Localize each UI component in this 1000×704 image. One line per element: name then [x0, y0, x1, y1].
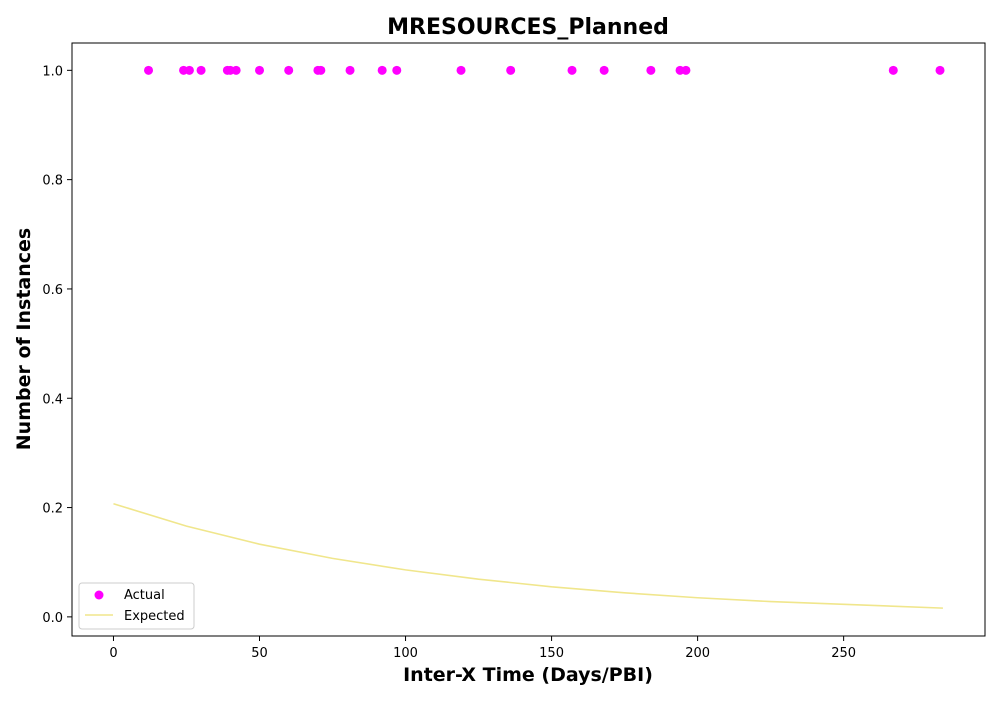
actual-point	[567, 65, 577, 75]
x-tick-label: 250	[831, 646, 856, 661]
x-tick-label: 0	[109, 646, 117, 661]
actual-point	[456, 65, 466, 75]
actual-point	[284, 65, 294, 75]
legend-marker-actual	[94, 590, 104, 600]
actual-point	[681, 65, 691, 75]
actual-point	[231, 65, 241, 75]
x-tick-label: 150	[539, 646, 564, 661]
chart-title: MRESOURCES_Planned	[387, 15, 669, 40]
legend-box	[78, 582, 195, 630]
actual-point	[144, 65, 154, 75]
plot-frame	[71, 42, 986, 637]
x-tick-label: 200	[685, 646, 710, 661]
y-axis-label: Number of Instances	[13, 228, 35, 450]
x-tick-label: 50	[251, 646, 268, 661]
actual-point	[599, 65, 609, 75]
y-tick-label: 0.2	[42, 502, 63, 517]
x-tick-label: 100	[393, 646, 418, 661]
legend-label-actual: Actual	[124, 588, 165, 603]
y-tick-label: 0.4	[42, 392, 63, 407]
actual-point	[506, 65, 516, 75]
actual-point	[255, 65, 265, 75]
actual-point	[345, 65, 355, 75]
plot-area: 0 50 100 150 200 250 0.0 0.2 0.4 0.6 0.8 1.0	[42, 42, 986, 661]
legend-label-expected: Expected	[124, 609, 185, 624]
y-tick-label: 1.0	[42, 64, 63, 79]
y-tick-label: 0.8	[42, 174, 63, 189]
expected-line	[113, 502, 943, 609]
y-tick-label: 0.0	[42, 611, 63, 626]
actual-point	[888, 65, 898, 75]
legend: Actual Expected	[78, 582, 195, 630]
actual-point	[184, 65, 194, 75]
actual-point	[316, 65, 326, 75]
actual-point	[646, 65, 656, 75]
x-axis-label: Inter-X Time (Days/PBI)	[403, 664, 653, 686]
y-tick-label: 0.6	[42, 283, 63, 298]
actual-point	[935, 65, 945, 75]
actual-point	[196, 65, 206, 75]
actual-point	[377, 65, 387, 75]
actual-point	[392, 65, 402, 75]
